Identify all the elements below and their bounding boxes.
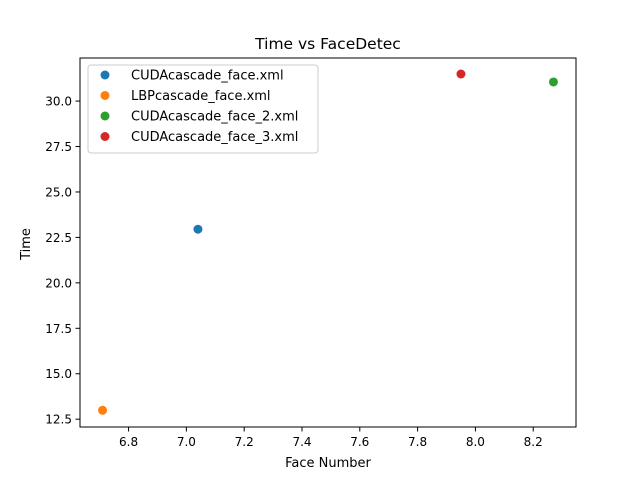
x-tick-label: 7.0 xyxy=(177,435,196,449)
x-tick-label: 6.8 xyxy=(119,435,138,449)
legend-label: LBPcascade_face.xml xyxy=(131,89,271,104)
data-point xyxy=(193,224,203,234)
y-axis-label: Time xyxy=(19,228,34,261)
legend-marker xyxy=(100,70,110,80)
legend-marker xyxy=(100,132,110,141)
data-point xyxy=(98,405,108,415)
y-tick-label: 12.5 xyxy=(45,413,72,427)
x-tick-label: 8.0 xyxy=(466,435,485,449)
x-tick-label: 7.8 xyxy=(408,435,427,449)
legend: CUDAcascade_face.xml LBPcascade_face.xml C… xyxy=(87,64,319,154)
y-tick-label: 30.0 xyxy=(45,95,72,109)
legend-label: CUDAcascade_face.xml xyxy=(131,69,284,84)
data-point xyxy=(548,77,558,87)
y-tick-label: 25.0 xyxy=(45,185,72,199)
data-point xyxy=(456,69,466,79)
y-tick-label: 22.5 xyxy=(45,231,72,245)
legend-marker xyxy=(100,91,110,100)
y-tick-label: 17.5 xyxy=(45,322,72,336)
y-tick-label: 20.0 xyxy=(45,276,72,290)
legend-marker xyxy=(100,111,110,121)
x-tick-label: 8.2 xyxy=(524,435,543,449)
chart-title: Time vs FaceDetec xyxy=(254,35,401,53)
y-tick-label: 15.0 xyxy=(45,367,72,381)
legend-label: CUDAcascade_face_2.xml xyxy=(131,110,298,125)
plot-area: 6.8 7.0 7.2 7.4 7.6 7.8 8.0 8.2 12.5 15.0 17.5 20.0… xyxy=(45,57,577,449)
legend-label: CUDAcascade_face_3.xml xyxy=(131,130,298,145)
x-tick-label: 7.4 xyxy=(292,435,311,449)
plot-frame xyxy=(79,57,577,428)
legend-box xyxy=(87,64,319,154)
x-tick-label: 7.6 xyxy=(350,435,369,449)
x-axis-label: Face Number xyxy=(285,456,371,471)
x-tick-label: 7.2 xyxy=(235,435,254,449)
y-tick-label: 27.5 xyxy=(45,140,72,154)
